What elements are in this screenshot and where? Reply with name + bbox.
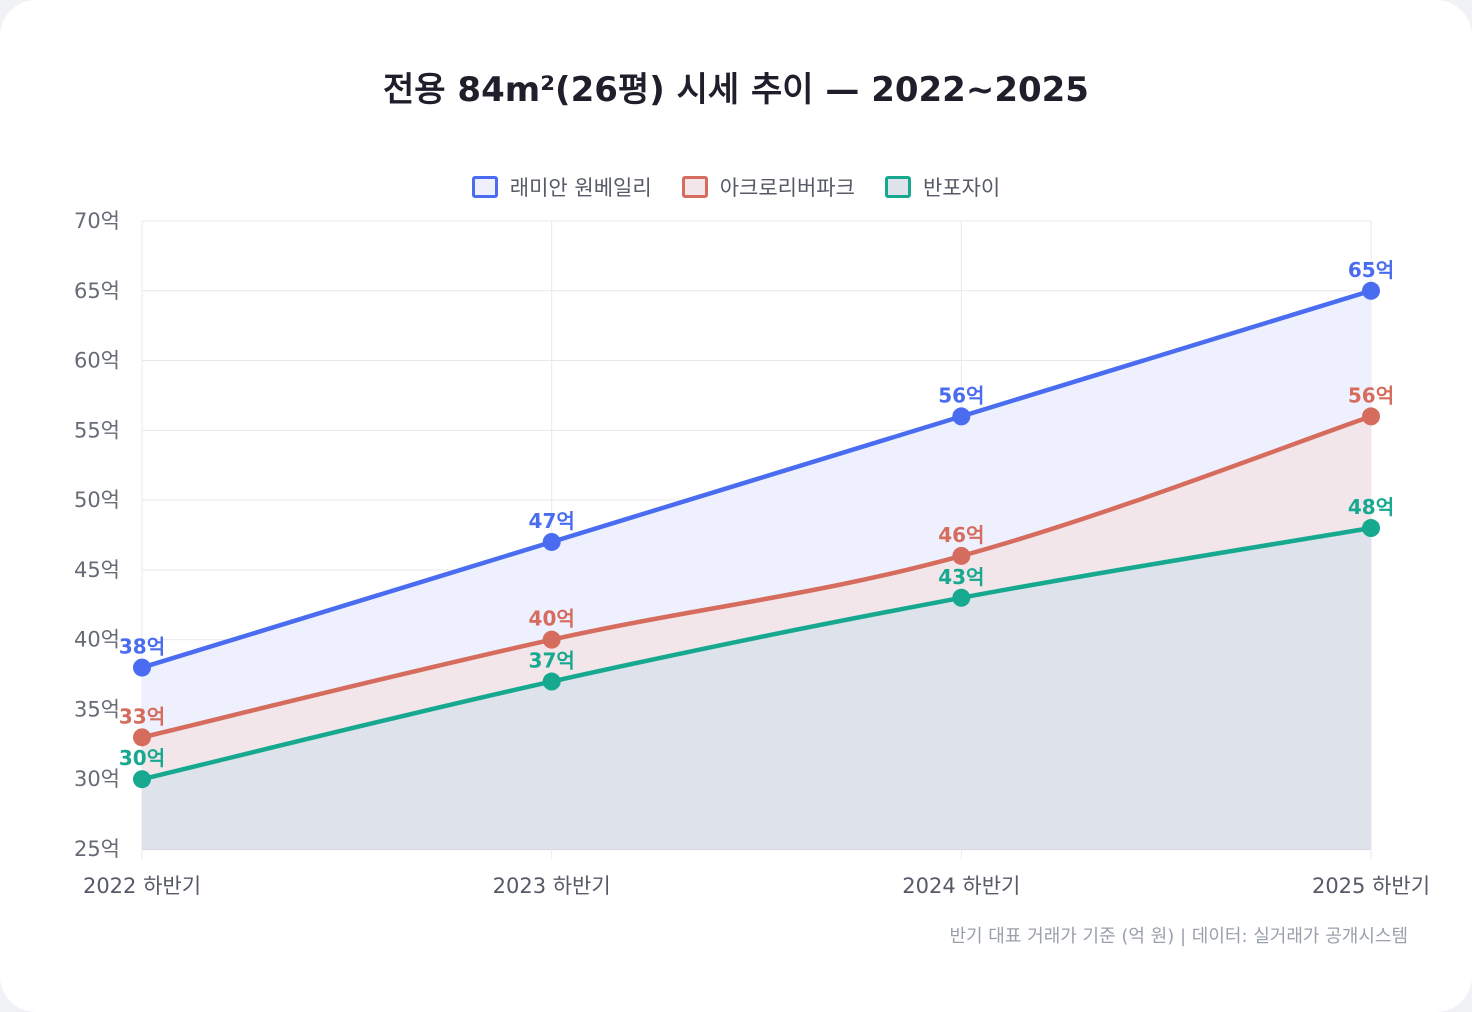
data-label-2-3: 48억 bbox=[1348, 495, 1394, 519]
data-point-1-0 bbox=[133, 728, 151, 747]
legend-swatch-1 bbox=[681, 176, 708, 198]
legend-label-1: 아크로리버파크 bbox=[719, 176, 855, 200]
data-label-0-1: 47억 bbox=[529, 509, 575, 533]
legend-label-2: 반포자이 bbox=[922, 176, 1001, 200]
x-tick-label: 2022 하반기 bbox=[83, 874, 201, 898]
legend-item-1[interactable]: 아크로리버파크 bbox=[681, 172, 855, 202]
legend-item-2[interactable]: 반포자이 bbox=[884, 172, 1001, 202]
data-label-2-1: 37억 bbox=[529, 649, 575, 673]
data-point-2-3 bbox=[1362, 519, 1380, 538]
data-label-0-0: 38억 bbox=[119, 635, 165, 659]
y-tick-label: 30억 bbox=[74, 767, 120, 791]
data-label-1-2: 46억 bbox=[938, 523, 984, 547]
data-point-1-2 bbox=[952, 546, 971, 565]
data-point-0-2 bbox=[952, 407, 971, 426]
chart-footnote: 반기 대표 거래가 기준 (억 원) | 데이터: 실거래가 공개시스템 bbox=[949, 926, 1408, 947]
chart-legend: 래미안 원베일리 아크로리버파크 반포자이 bbox=[0, 172, 1472, 202]
data-point-2-0 bbox=[133, 770, 151, 789]
legend-item-0[interactable]: 래미안 원베일리 bbox=[471, 172, 652, 202]
y-tick-label: 70억 bbox=[74, 209, 120, 233]
data-point-0-0 bbox=[133, 658, 151, 677]
y-tick-label: 25억 bbox=[74, 837, 120, 861]
x-tick-label: 2024 하반기 bbox=[902, 874, 1020, 898]
data-point-0-3 bbox=[1362, 281, 1380, 300]
chart-title: 전용 84m²(26평) 시세 추이 — 2022~2025 bbox=[383, 70, 1089, 110]
data-point-2-1 bbox=[542, 672, 561, 691]
y-tick-label: 60억 bbox=[74, 349, 120, 373]
data-label-1-0: 33억 bbox=[119, 704, 165, 728]
data-point-2-2 bbox=[952, 588, 971, 607]
y-tick-label: 50억 bbox=[74, 488, 120, 512]
x-tick-label: 2023 하반기 bbox=[493, 874, 611, 898]
data-label-1-1: 40억 bbox=[529, 607, 575, 631]
x-tick-label: 2025 하반기 bbox=[1312, 874, 1430, 898]
data-point-0-1 bbox=[542, 532, 561, 551]
y-tick-label: 55억 bbox=[74, 418, 120, 442]
series-area-2 bbox=[142, 528, 1371, 849]
data-label-1-3: 56억 bbox=[1348, 383, 1394, 407]
y-tick-label: 65억 bbox=[74, 279, 120, 303]
y-tick-label: 35억 bbox=[74, 697, 120, 721]
data-label-0-3: 65억 bbox=[1348, 258, 1394, 282]
series-line-1 bbox=[139, 414, 1374, 740]
series-line-0 bbox=[139, 288, 1374, 670]
data-label-0-2: 56억 bbox=[938, 383, 984, 407]
data-label-2-2: 43억 bbox=[938, 565, 984, 589]
y-tick-label: 45억 bbox=[74, 558, 120, 582]
legend-label-0: 래미안 원베일리 bbox=[509, 176, 652, 200]
data-point-1-3 bbox=[1362, 407, 1380, 426]
legend-swatch-0 bbox=[471, 176, 498, 198]
legend-swatch-2 bbox=[884, 176, 911, 198]
data-point-1-1 bbox=[542, 630, 561, 649]
series-line-2 bbox=[139, 525, 1374, 782]
y-tick-label: 40억 bbox=[74, 628, 120, 652]
data-label-2-0: 30억 bbox=[119, 746, 165, 770]
